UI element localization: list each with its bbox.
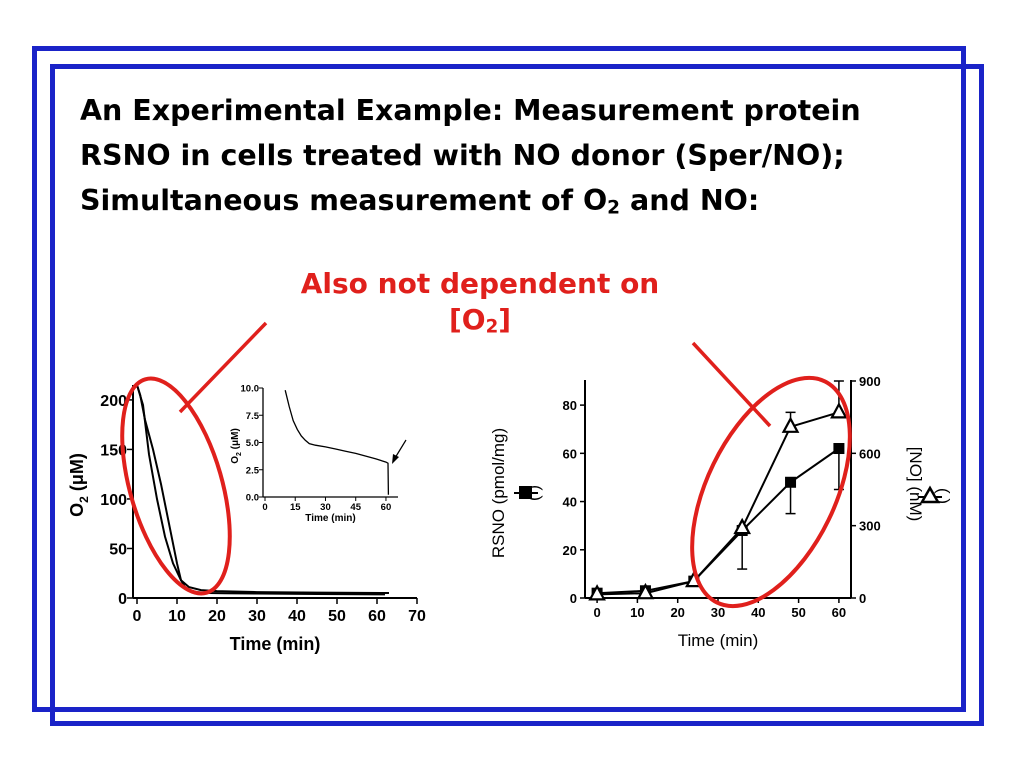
x-tick-label: 70 [408, 608, 426, 625]
x-tick-label: 10 [168, 608, 186, 625]
left-y-tick-label: 0 [570, 591, 577, 606]
x-tick-label: 50 [328, 608, 346, 625]
left-y-tick-label: 80 [563, 398, 577, 413]
inset-series-line-1 [284, 390, 390, 495]
slide-title-text: An Experimental Example: Measurement pro… [80, 94, 861, 217]
data-point-triangle [781, 416, 800, 433]
inset-x-tick-label: 0 [262, 502, 267, 513]
x-tick-label: 30 [248, 608, 266, 625]
callout-main: Also not dependent on [O [300, 267, 660, 336]
inset-arrowhead [392, 454, 399, 464]
y-tick-label: 50 [109, 541, 127, 558]
left-y-tick-label: 40 [563, 495, 577, 510]
slide-title: An Experimental Example: Measurement pro… [80, 88, 900, 223]
callout-connector-left [178, 321, 268, 414]
x-axis-title: Time (min) [230, 634, 321, 654]
x-tick-label: 30 [711, 605, 725, 620]
inset-x-tick-label: 15 [290, 502, 301, 513]
inset-x-axis-title: Time (min) [305, 513, 355, 524]
inset-y-tick-label: 5.0 [246, 438, 259, 449]
legend-square-marker [519, 486, 532, 499]
slide-frame-inner [50, 64, 984, 726]
legend-triangle-marker [919, 485, 941, 504]
y-tick-label: 100 [100, 492, 127, 509]
series-line-1 [136, 384, 386, 596]
slide-frame-outer [32, 46, 966, 712]
slide-title-end: and NO: [620, 184, 760, 217]
x-tick-label: 10 [630, 605, 644, 620]
y-axis-title: O2 (μM) [67, 453, 91, 517]
inset-x-tick-label: 45 [350, 502, 361, 513]
right-y-tick-label: 900 [859, 374, 881, 389]
y-tick-label: 0 [118, 591, 127, 608]
x-tick-label: 40 [751, 605, 765, 620]
series-triangle-open [588, 380, 848, 601]
callout-text: Also not dependent on [O2] [270, 266, 690, 338]
highlight-ellipse-right [690, 375, 852, 609]
inset-y-tick-label: 7.5 [246, 411, 260, 422]
callout-connector-right [691, 341, 772, 428]
x-tick-label: 0 [593, 605, 600, 620]
x-tick-label: 40 [288, 608, 306, 625]
x-tick-label: 50 [791, 605, 805, 620]
right-y-tick-label: 0 [859, 591, 866, 606]
inset-y-axis-title-main: O [230, 456, 241, 464]
left-y-tick-label: 20 [563, 543, 577, 558]
series-line [597, 447, 840, 595]
x-tick-label: 60 [368, 608, 386, 625]
x-tick-label: 0 [133, 608, 142, 625]
highlight-ellipse-left [120, 376, 232, 596]
series-square [591, 443, 845, 599]
x-tick-label: 20 [208, 608, 226, 625]
x-tick-label: 20 [670, 605, 684, 620]
o2-inset-chart: 0 15 30 45 60 0.0 2.5 5.0 7.5 10.0 Time (min) O2 (μ… [230, 384, 407, 524]
right-legend-parens: ( ) [934, 488, 953, 504]
inset-y-axis-title-sub: 2 [236, 452, 243, 456]
right-y-tick-label: 600 [859, 446, 881, 461]
y-tick-label: 150 [100, 442, 127, 459]
data-point-triangle [588, 584, 606, 601]
data-point-triangle [830, 402, 848, 419]
inset-arrow-shaft [394, 439, 407, 459]
inset-x-tick-label: 30 [320, 502, 331, 513]
inset-y-tick-label: 10.0 [241, 384, 260, 395]
series-line [597, 411, 840, 596]
left-y-axis-title: RSNO (pmol/mg) [489, 428, 508, 558]
right-y-axis-title: [NO] (nM) [906, 447, 925, 522]
inset-x-tick-label: 60 [381, 502, 392, 513]
inset-y-axis-title: O2 (μM) [230, 428, 243, 464]
callout-annotations [120, 321, 852, 609]
data-point-triangle [636, 582, 655, 600]
data-point-square [833, 443, 845, 455]
left-y-tick-label: 60 [563, 446, 577, 461]
data-point-triangle [733, 517, 752, 535]
callout-subscript: 2 [485, 316, 499, 338]
data-point-square [785, 476, 797, 488]
right-y-tick-label: 300 [859, 519, 881, 534]
x-axis-title: Time (min) [678, 631, 759, 650]
callout-end: ] [498, 303, 512, 336]
slide-title-subscript: 2 [607, 197, 621, 219]
y-axis-title-main: O [67, 503, 87, 517]
y-axis-title-sub: 2 [77, 496, 91, 503]
y-axis-title-unit: (μM) [67, 453, 87, 496]
series-line-2 [136, 384, 390, 594]
inset-y-tick-label: 0.0 [246, 493, 259, 504]
x-tick-label: 60 [832, 605, 846, 620]
y-tick-label: 200 [100, 393, 127, 410]
inset-y-tick-label: 2.5 [246, 465, 260, 476]
inset-y-axis-title-unit: (μM) [230, 428, 241, 452]
